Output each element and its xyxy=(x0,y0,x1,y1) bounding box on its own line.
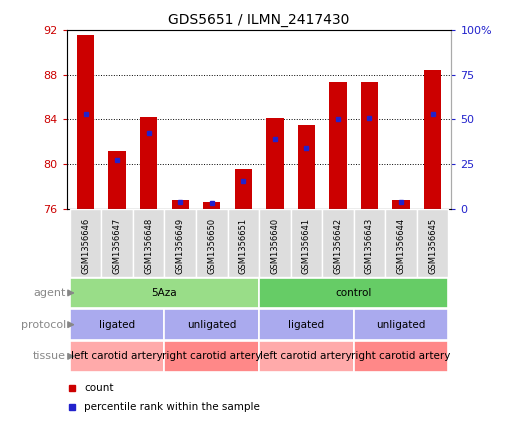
Bar xyxy=(140,117,157,209)
FancyBboxPatch shape xyxy=(165,209,196,277)
Text: GSM1356649: GSM1356649 xyxy=(176,217,185,274)
Bar xyxy=(361,82,378,209)
Text: unligated: unligated xyxy=(377,320,426,330)
FancyBboxPatch shape xyxy=(70,341,165,372)
Text: GSM1356640: GSM1356640 xyxy=(270,217,280,274)
FancyBboxPatch shape xyxy=(290,209,322,277)
FancyBboxPatch shape xyxy=(165,310,259,340)
Text: GSM1356644: GSM1356644 xyxy=(397,217,405,274)
Text: unligated: unligated xyxy=(187,320,236,330)
FancyBboxPatch shape xyxy=(353,341,448,372)
FancyBboxPatch shape xyxy=(259,209,290,277)
FancyBboxPatch shape xyxy=(228,209,259,277)
Text: tissue: tissue xyxy=(33,352,66,361)
Bar xyxy=(392,201,410,209)
Text: ligated: ligated xyxy=(288,320,324,330)
Text: GSM1356648: GSM1356648 xyxy=(144,217,153,274)
FancyBboxPatch shape xyxy=(70,310,165,340)
Text: right carotid artery: right carotid artery xyxy=(162,352,262,361)
FancyBboxPatch shape xyxy=(353,310,448,340)
Text: GSM1356643: GSM1356643 xyxy=(365,217,374,274)
Bar xyxy=(298,125,315,209)
FancyBboxPatch shape xyxy=(353,209,385,277)
FancyBboxPatch shape xyxy=(165,341,259,372)
Text: GSM1356641: GSM1356641 xyxy=(302,217,311,274)
FancyBboxPatch shape xyxy=(259,341,353,372)
Text: 5Aza: 5Aza xyxy=(152,288,177,298)
Bar xyxy=(266,118,284,209)
Bar xyxy=(108,151,126,209)
Text: control: control xyxy=(336,288,372,298)
FancyBboxPatch shape xyxy=(322,209,353,277)
Bar xyxy=(77,35,94,209)
FancyBboxPatch shape xyxy=(417,209,448,277)
FancyBboxPatch shape xyxy=(133,209,165,277)
Text: protocol: protocol xyxy=(21,320,66,330)
Text: count: count xyxy=(84,383,113,393)
Bar xyxy=(424,70,441,209)
Title: GDS5651 / ILMN_2417430: GDS5651 / ILMN_2417430 xyxy=(168,13,350,27)
Text: GSM1356646: GSM1356646 xyxy=(81,217,90,274)
FancyBboxPatch shape xyxy=(102,209,133,277)
Bar xyxy=(329,82,347,209)
Text: GSM1356645: GSM1356645 xyxy=(428,217,437,274)
Bar xyxy=(203,201,221,209)
FancyBboxPatch shape xyxy=(196,209,228,277)
FancyBboxPatch shape xyxy=(70,278,259,308)
Bar xyxy=(171,201,189,209)
Text: GSM1356650: GSM1356650 xyxy=(207,217,216,274)
Text: GSM1356642: GSM1356642 xyxy=(333,217,342,274)
Text: left carotid artery: left carotid artery xyxy=(71,352,163,361)
Text: percentile rank within the sample: percentile rank within the sample xyxy=(84,402,260,412)
Text: right carotid artery: right carotid artery xyxy=(351,352,450,361)
Bar xyxy=(234,169,252,209)
Text: left carotid artery: left carotid artery xyxy=(261,352,352,361)
FancyBboxPatch shape xyxy=(385,209,417,277)
FancyBboxPatch shape xyxy=(259,278,448,308)
Text: GSM1356647: GSM1356647 xyxy=(113,217,122,274)
FancyBboxPatch shape xyxy=(70,209,102,277)
Text: agent: agent xyxy=(34,288,66,298)
Text: ligated: ligated xyxy=(99,320,135,330)
FancyBboxPatch shape xyxy=(259,310,353,340)
Text: GSM1356651: GSM1356651 xyxy=(239,217,248,274)
